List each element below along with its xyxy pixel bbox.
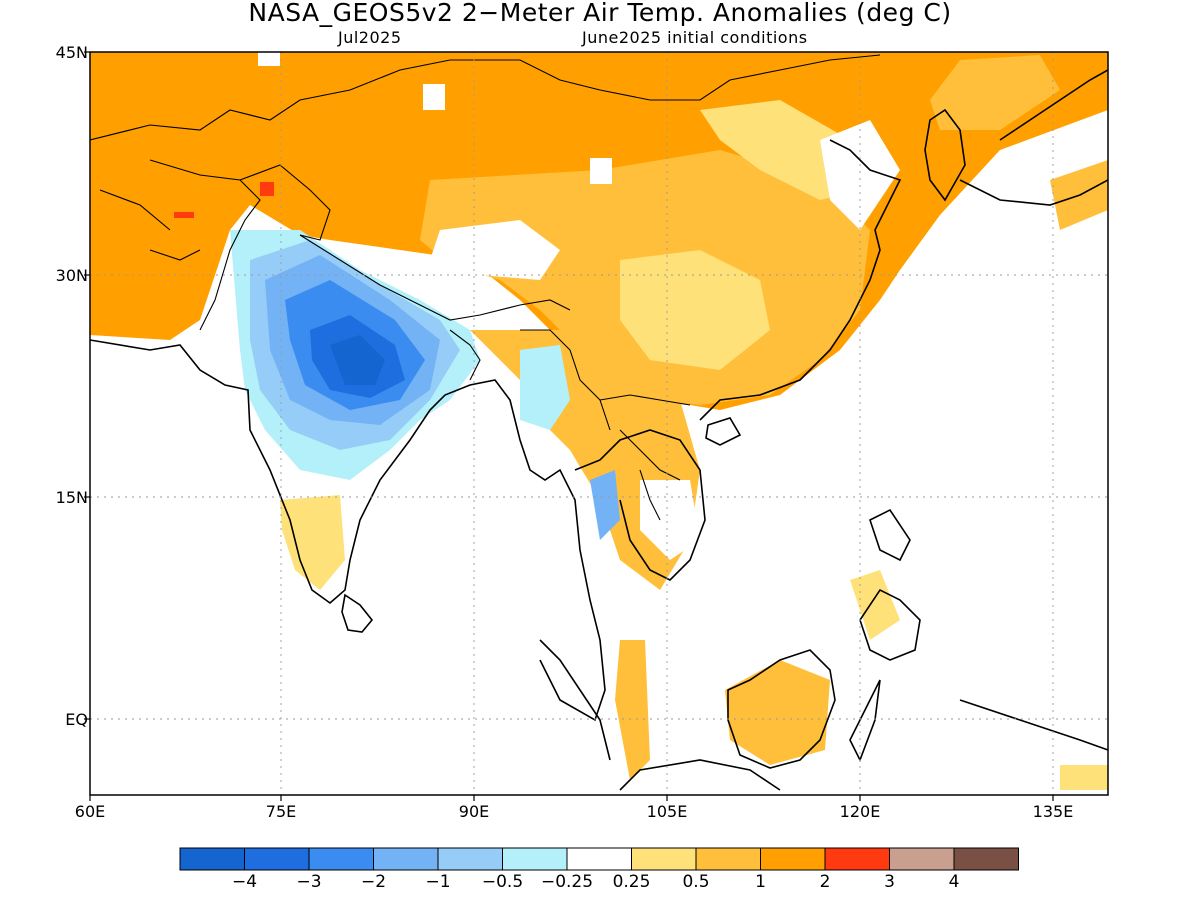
- colorbar-swatch: [502, 847, 568, 871]
- colorbar-swatch: [695, 847, 761, 871]
- colorbar-swatch: [631, 847, 697, 871]
- coastlines: [90, 69, 1108, 791]
- lon-label-120e: 120E: [839, 802, 881, 821]
- valid-month-label: Jul2025: [338, 28, 402, 47]
- lon-label-90e: 90E: [458, 802, 490, 821]
- colorbar-swatch: [824, 847, 890, 871]
- colorbar-swatch: [760, 847, 826, 871]
- map-frame: [89, 51, 1109, 796]
- colorbar-tick-label: −0.25: [540, 872, 594, 892]
- colorbar-swatch: [437, 847, 503, 871]
- lon-label-75e: 75E: [265, 802, 297, 821]
- colorbar-tick-label: 2: [819, 872, 831, 892]
- colorbar-swatch: [373, 847, 439, 871]
- lon-label-60e: 60E: [74, 802, 106, 821]
- colorbar-tick-label: −3: [296, 872, 322, 892]
- lat-label-eq: EQ: [65, 710, 88, 729]
- colorbar-swatch: [179, 847, 245, 871]
- colorbar-tick-label: −1: [425, 872, 451, 892]
- map-title: NASA_GEOS5v2 2−Meter Air Temp. Anomalies…: [248, 0, 952, 27]
- colorbar-swatch: [244, 847, 310, 871]
- colorbar-tick-label: 1: [755, 872, 766, 892]
- lat-label-30n: 30N: [55, 266, 88, 285]
- initial-conditions-label: June2025 initial conditions: [582, 28, 808, 47]
- colorbar-tick-label: −4: [231, 872, 258, 892]
- colorbar-swatch: [889, 847, 955, 871]
- colorbar-tick-label: 4: [948, 872, 960, 892]
- graticule: [90, 52, 1108, 795]
- colorbar-tick-label: −0.5: [481, 872, 524, 892]
- colorbar-tick-label: 3: [884, 872, 895, 892]
- colorbar-tick-label: 0.5: [682, 872, 710, 892]
- lon-label-135e: 135E: [1032, 802, 1074, 821]
- lat-label-45n: 45N: [55, 43, 88, 62]
- axis-ticks: [84, 51, 1054, 801]
- colorbar-tick-label: 0.25: [612, 872, 651, 892]
- anomaly-field: [90, 52, 1108, 795]
- colorbar-swatch: [566, 847, 632, 871]
- country-borders: [90, 54, 881, 521]
- lat-label-15n: 15N: [55, 488, 88, 507]
- colorbar-swatch: [308, 847, 374, 871]
- colorbar-tick-label: −2: [360, 872, 387, 892]
- lon-label-105e: 105E: [646, 802, 688, 821]
- colorbar-swatch: [953, 847, 1019, 871]
- colorbar: [179, 847, 1019, 871]
